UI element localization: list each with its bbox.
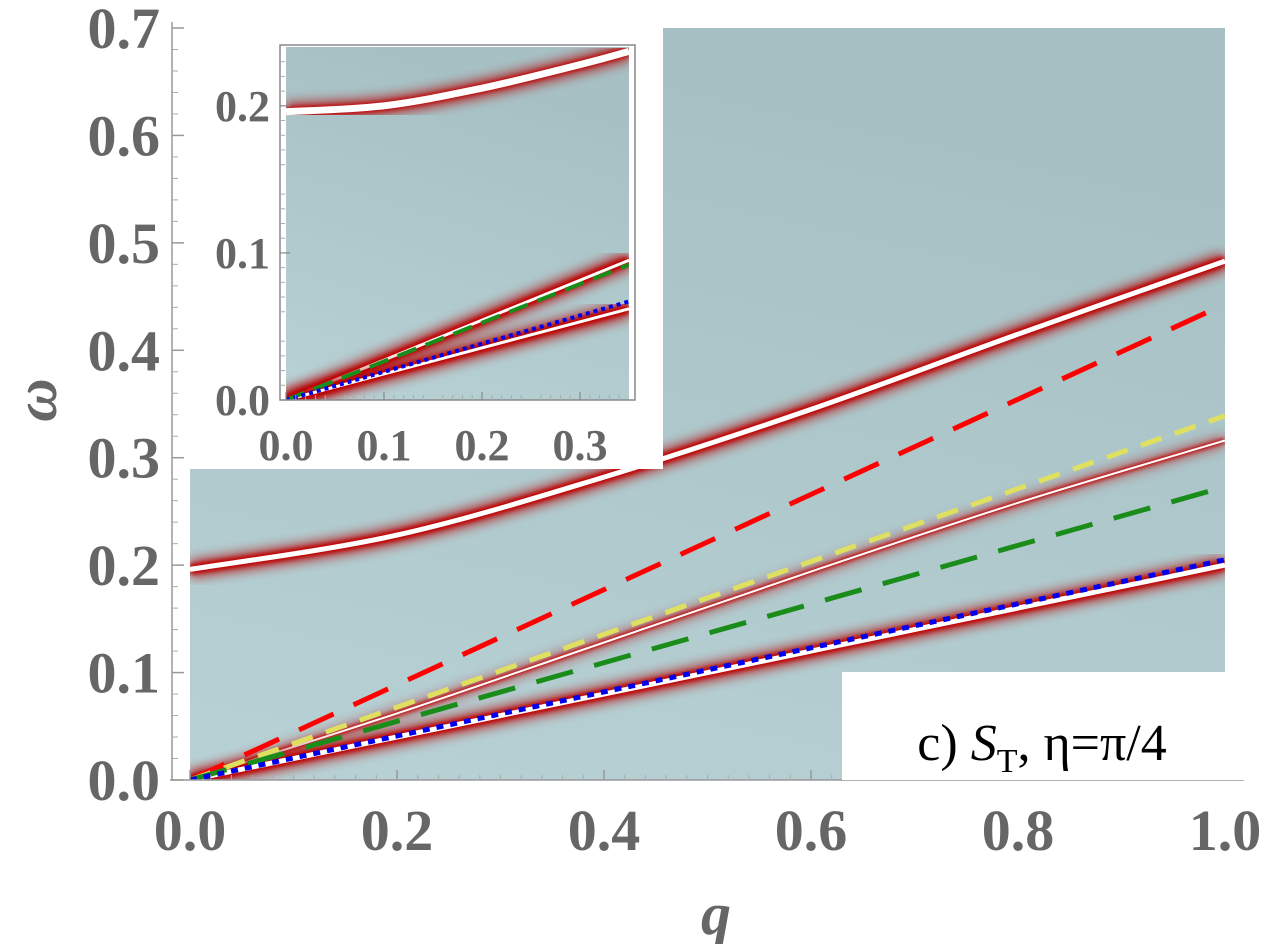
x-tick-label: 0.6 xyxy=(775,798,848,863)
y-tick-label: 0.0 xyxy=(88,748,161,813)
y-tick-label: 0.2 xyxy=(88,533,161,598)
y-axis-label: ω xyxy=(3,378,69,421)
x-tick-label: 0.0 xyxy=(154,798,227,863)
branch-line-1 xyxy=(190,439,1225,780)
inset-guide-green-dashed xyxy=(286,262,629,400)
guide-line-red-dashed xyxy=(190,301,1225,780)
inset-x-tick-label: 0.3 xyxy=(553,421,608,470)
inset-y-tick-label: 0.1 xyxy=(215,229,270,278)
y-tick-label: 0.6 xyxy=(88,103,161,168)
inset-y-tick-label: 0.0 xyxy=(215,376,270,425)
inset-plot: 0.0 0.1 0.2 0.3 0.0 0.1 0.2 xyxy=(190,22,663,470)
panel-label: c) ST, η=π/4 xyxy=(917,715,1166,780)
x-tick-label: 0.4 xyxy=(568,798,641,863)
inset-x-tick-label: 0.2 xyxy=(455,421,510,470)
x-axis-label: q xyxy=(701,881,731,944)
branch-line-0 xyxy=(190,258,1225,572)
panel-label-box xyxy=(842,672,1244,780)
inset-y-tick-label: 0.2 xyxy=(215,82,270,131)
x-tick-label: 0.2 xyxy=(361,798,434,863)
y-tick-label: 0.7 xyxy=(88,0,161,61)
y-tick-label: 0.5 xyxy=(88,211,161,276)
y-tick-label: 0.4 xyxy=(88,318,161,383)
y-tick-label: 0.3 xyxy=(88,426,161,491)
main-plot: 0.0 0.2 0.4 0.6 0.8 1.0 0.0 0.1 0.2 0.3 0.4 0.5 0.6 0… xyxy=(88,0,1262,863)
inset-frame xyxy=(279,44,636,401)
x-tick-label: 1.0 xyxy=(1189,798,1262,863)
inset-branch-line-0 xyxy=(286,48,629,116)
x-tick-label: 0.8 xyxy=(982,798,1055,863)
inset-guide-blue-dotted xyxy=(286,299,629,400)
guide-line-yellow-dashed xyxy=(190,413,1225,780)
inset-x-tick-label: 0.1 xyxy=(357,421,412,470)
inset-x-tick-label: 0.0 xyxy=(259,421,314,470)
y-tick-label: 0.1 xyxy=(88,641,161,706)
